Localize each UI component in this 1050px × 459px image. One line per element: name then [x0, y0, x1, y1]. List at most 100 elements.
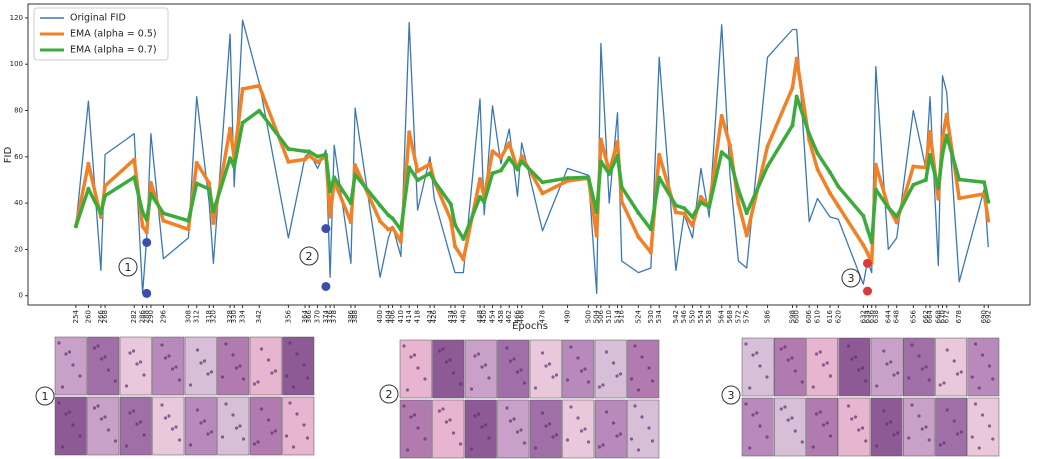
tissue-nucleus: [938, 443, 942, 447]
series-point: [328, 189, 333, 194]
x-tick-label: 254: [72, 309, 80, 323]
series-point: [186, 218, 191, 223]
series-point: [873, 187, 878, 192]
series-point: [594, 210, 599, 215]
series-point: [286, 159, 291, 164]
x-tick-label: 478: [539, 310, 547, 323]
x-tick-label: 328: [226, 310, 234, 323]
series-point: [398, 240, 403, 245]
x-tick-label: 400: [376, 310, 384, 323]
tissue-nucleus: [604, 410, 609, 414]
tissue-nucleus: [416, 366, 420, 370]
tissue-nucleus: [131, 349, 136, 353]
series-point: [140, 210, 145, 215]
series-point: [303, 149, 308, 154]
tissue-nucleus: [209, 430, 214, 434]
tissue-nucleus: [959, 370, 963, 374]
x-tick-label: 406: [389, 309, 397, 323]
tissue-nucleus: [231, 353, 235, 357]
series-point: [673, 203, 678, 208]
series-point: [682, 206, 687, 211]
tissue-nucleus: [163, 356, 168, 360]
tissue-nucleus: [583, 427, 587, 431]
x-tick-label: 454: [489, 309, 497, 323]
series-point: [690, 223, 695, 228]
tissue-nucleus: [103, 415, 107, 419]
tissue-nucleus: [206, 372, 210, 376]
series-point: [744, 211, 749, 216]
tissue-nucleus: [473, 414, 477, 418]
series-point: [690, 215, 695, 220]
x-tick-label: 418: [414, 310, 422, 323]
series-point: [765, 164, 770, 169]
tissue-image: [152, 336, 185, 396]
tissue-nucleus: [259, 407, 264, 411]
tissue-nucleus: [92, 346, 97, 350]
tissue-nucleus: [924, 365, 928, 369]
series-point: [607, 171, 612, 176]
tissue-nucleus: [821, 423, 826, 427]
tissue-image: [838, 337, 871, 397]
series-point: [386, 213, 391, 218]
annotation-circle: [841, 268, 861, 288]
series-point: [378, 203, 383, 208]
annotation-circle: [35, 386, 55, 406]
tissue-nucleus: [850, 357, 854, 361]
tissue-nucleus: [896, 431, 900, 435]
series-point: [498, 168, 503, 173]
tissue-nucleus: [779, 407, 783, 411]
tissue-nucleus: [444, 360, 449, 364]
tissue-nucleus: [765, 435, 769, 439]
tissue-nucleus: [618, 432, 623, 436]
tissue-nucleus: [857, 428, 861, 432]
tissue-nucleus: [302, 423, 306, 427]
tissue-nucleus: [458, 382, 463, 386]
series-point: [598, 137, 603, 142]
y-tick-label: 120: [10, 14, 23, 22]
x-tick-label: 514: [614, 309, 622, 323]
tissue-nucleus: [938, 383, 942, 387]
tissue-nucleus: [92, 406, 97, 410]
x-tick-label: 286: [139, 309, 147, 323]
tissue-nucleus: [604, 350, 609, 354]
tissue-nucleus: [586, 440, 591, 444]
tissue-nucleus: [636, 388, 641, 392]
series-point: [207, 187, 212, 192]
x-tick-label: 334: [239, 309, 247, 323]
tissue-nucleus: [113, 379, 118, 383]
series-point: [490, 171, 495, 176]
x-tick-label: 410: [397, 310, 405, 323]
series-point: [923, 177, 928, 182]
tissue-nucleus: [128, 411, 132, 415]
tissue-nucleus: [755, 351, 759, 355]
series-point: [815, 151, 820, 156]
series-point: [86, 161, 91, 166]
series-point: [353, 163, 358, 168]
tissue-image: [432, 399, 465, 459]
series-point: [428, 171, 433, 176]
series-point: [407, 165, 412, 170]
series-point: [211, 209, 216, 214]
series-point: [103, 183, 108, 188]
x-tick-label: 600: [793, 310, 801, 323]
tissue-nucleus: [163, 416, 168, 420]
tissue-nucleus: [266, 358, 271, 362]
series-point: [944, 112, 949, 117]
tissue-nucleus: [611, 361, 616, 365]
x-tick-label: 564: [718, 309, 726, 323]
tissue-image: [464, 399, 497, 459]
tissue-nucleus: [970, 375, 974, 379]
tissue-nucleus: [864, 379, 868, 383]
tissue-nucleus: [917, 354, 921, 358]
tissue-nucleus: [640, 355, 644, 359]
series-point: [207, 180, 212, 185]
tissue-nucleus: [783, 405, 787, 409]
tissue-image: [935, 337, 967, 397]
tissue-nucleus: [857, 368, 861, 372]
tissue-nucleus: [199, 361, 203, 365]
x-tick-label: 656: [909, 309, 917, 323]
tissue-nucleus: [601, 443, 605, 447]
tissue-nucleus: [924, 425, 928, 429]
tissue-image: [497, 339, 530, 399]
tissue-nucleus: [973, 342, 978, 346]
